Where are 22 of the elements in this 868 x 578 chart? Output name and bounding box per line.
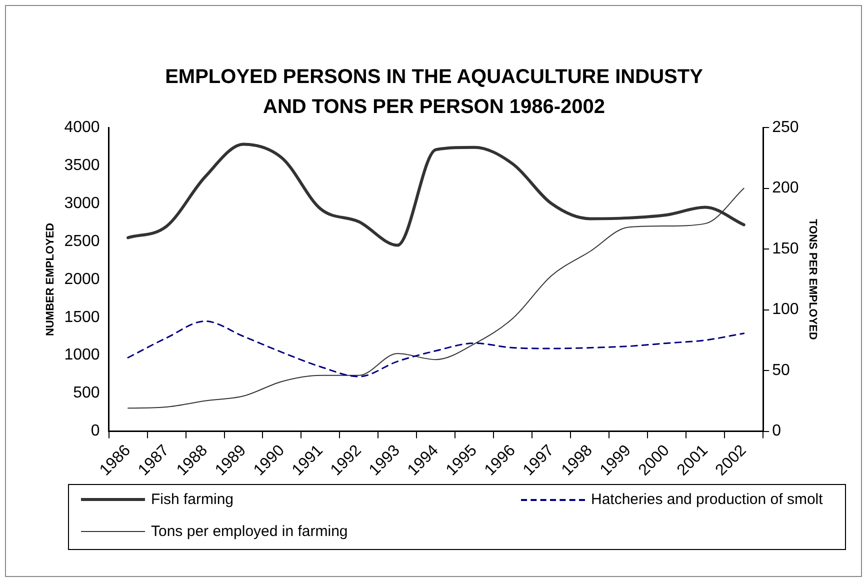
y-tick-label: 3500 <box>64 156 100 174</box>
y2-axis-title: TONS PER EMPLOYED <box>806 219 818 340</box>
y-axis-title: NUMBER EMPLOYED <box>44 222 57 336</box>
y2-tick-label: 0 <box>772 422 782 440</box>
y-tick-label: 2500 <box>64 232 100 250</box>
y-tick-label: 4000 <box>64 119 100 136</box>
line-series <box>127 320 745 378</box>
y-tick-label: 1000 <box>64 346 100 364</box>
y2-tick-label: 100 <box>772 301 799 318</box>
y2-tick-label: 50 <box>772 362 790 379</box>
y-tick-label: 500 <box>73 384 100 402</box>
y-tick-label: 1500 <box>64 308 100 326</box>
legend-label: Hatcheries and production of smolt <box>591 491 823 508</box>
legend-label: Tons per employed in farming <box>151 523 348 540</box>
y2-tick-label: 150 <box>772 240 799 258</box>
y-tick-label: 2000 <box>64 270 100 288</box>
legend-label: Fish farming <box>151 491 234 508</box>
y2-tick-label: 200 <box>772 180 799 197</box>
chart-title: EMPLOYED PERSONS IN THE AQUACULTURE INDUSTY AND TONS PER PERSON 1986-2002 <box>164 65 704 120</box>
y-tick-label: 0 <box>90 422 100 440</box>
y2-tick-label: 250 <box>772 119 799 136</box>
y-tick-label: 3000 <box>64 194 100 212</box>
